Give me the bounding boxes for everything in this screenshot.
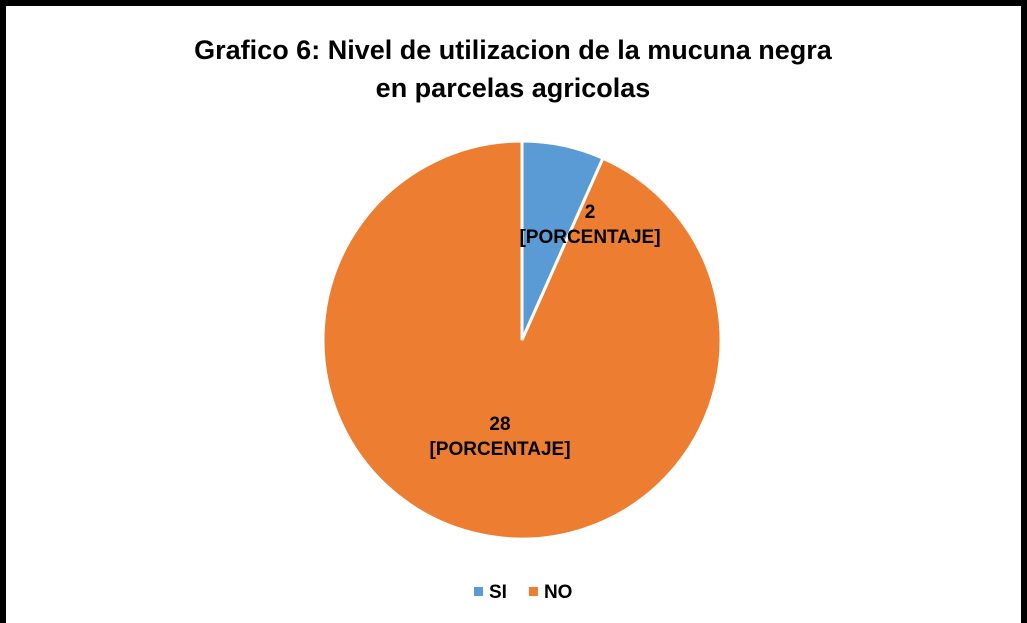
pie-slice <box>321 139 723 541</box>
chart-title: Grafico 6: Nivel de utilizacion de la mu… <box>194 35 833 103</box>
legend-swatch <box>528 587 538 596</box>
legend-label: SI <box>489 582 507 603</box>
legend-label: NO <box>544 582 573 603</box>
data-label-percent: [PORCENTAJE] <box>429 439 570 460</box>
data-label: 2 <box>585 202 596 223</box>
data-label-percent: [PORCENTAJE] <box>519 227 660 248</box>
data-label: 28 <box>489 414 510 435</box>
legend-swatch <box>474 587 483 596</box>
